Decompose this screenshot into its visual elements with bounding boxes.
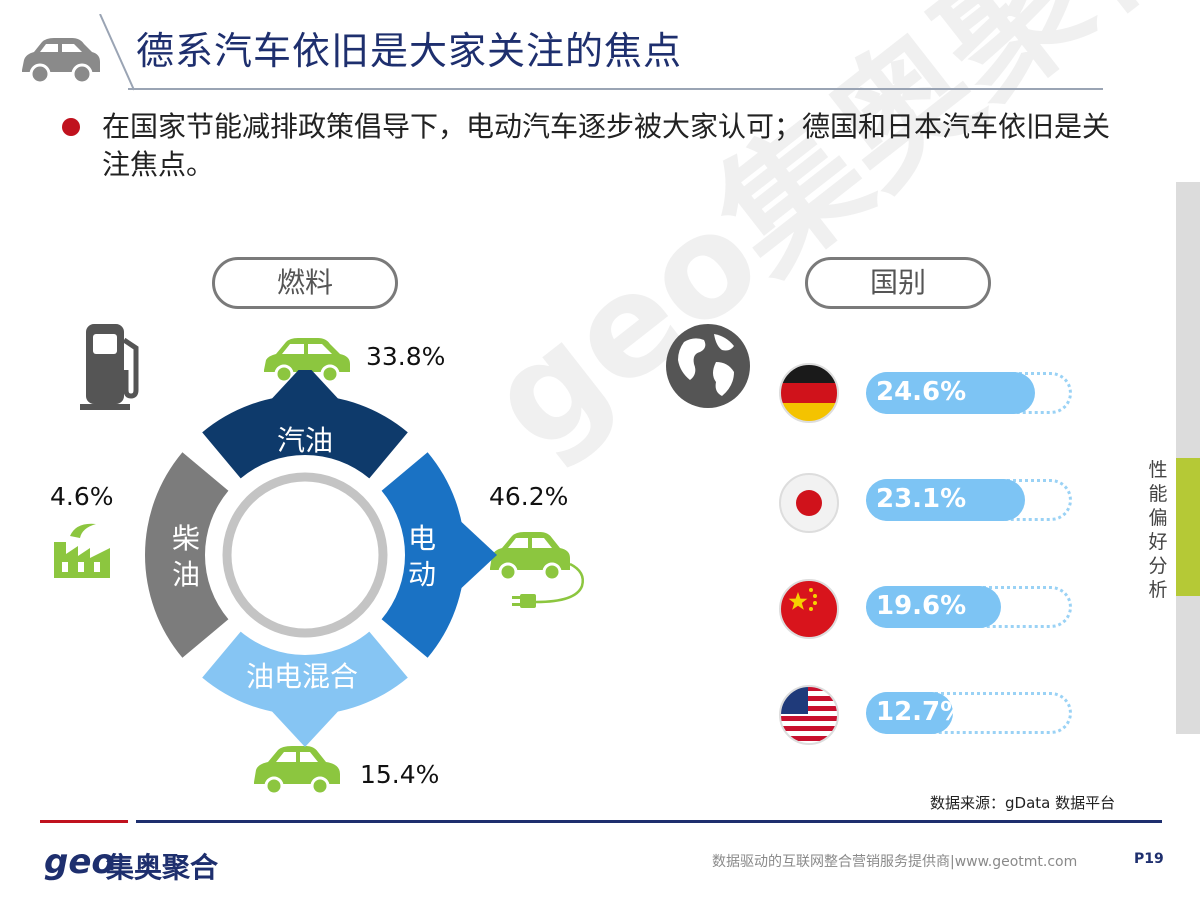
page-title: 德系汽车依旧是大家关注的焦点 xyxy=(136,29,683,73)
bar-value-label-china: 19.6% xyxy=(876,591,967,621)
segment-label-diesel-char1: 柴 xyxy=(172,522,200,555)
side-tab-label: 性能偏好分析 xyxy=(1148,459,1168,601)
bar-germany xyxy=(866,372,1035,414)
bar-value-label-germany: 24.6% xyxy=(876,377,967,407)
footer-rule xyxy=(136,820,1162,823)
japan-flag-icon xyxy=(779,473,839,533)
car-icon xyxy=(254,746,340,796)
bar-usa xyxy=(866,692,953,734)
segment-label-diesel: 柴 油 xyxy=(172,522,200,591)
footer-logo: geo xyxy=(44,842,115,882)
header-rule xyxy=(128,88,1103,90)
factory-icon xyxy=(54,523,110,578)
value-label-electric: 46.2% xyxy=(489,482,569,511)
car-icon xyxy=(264,338,350,384)
donut-segment-petrol xyxy=(202,395,408,479)
segment-label-hybrid: 油电混合 xyxy=(246,660,358,693)
side-tab-accent xyxy=(1176,458,1200,596)
donut-segment-electric-arrow xyxy=(456,517,497,593)
electric-car-icon xyxy=(490,532,584,608)
fuel-donut-chart: 汽油 油电混合 电 动 柴 油 xyxy=(145,370,497,747)
donut-segment-petrol-arrow xyxy=(267,370,343,404)
footer-logo-text: 集奥聚合 xyxy=(106,851,219,884)
china-flag-icon xyxy=(779,579,839,639)
segment-label-electric-char1: 电 xyxy=(408,522,436,555)
bar-china xyxy=(866,586,1001,628)
donut-inner-ring xyxy=(222,472,388,638)
bar-value-label-japan: 23.1% xyxy=(876,484,967,514)
bullet-text: 在国家节能减排政策倡导下，电动汽车逐步被大家认可；德国和日本汽车依旧是关注焦点。 xyxy=(102,110,1111,181)
value-label-hybrid: 15.4% xyxy=(360,760,440,789)
usa-flag-icon xyxy=(779,685,839,745)
footer-tagline: 数据驱动的互联网整合营销服务提供商|www.geotmt.com xyxy=(712,854,1078,870)
value-label-petrol: 33.8% xyxy=(366,342,446,371)
donut-segment-hybrid-arrow xyxy=(267,706,343,747)
car-icon xyxy=(22,38,100,85)
segment-label-electric-char2: 动 xyxy=(408,558,436,591)
header-divider xyxy=(99,14,135,91)
segment-label-diesel-char2: 油 xyxy=(172,558,200,591)
bar-value-label-usa: 12.7% xyxy=(876,697,967,727)
donut-segment-electric xyxy=(381,452,465,658)
germany-flag-icon xyxy=(779,363,839,423)
country-section-label: 国别 xyxy=(805,257,991,309)
footer-rule-accent xyxy=(40,820,128,823)
bullet-dot xyxy=(62,118,80,136)
fuel-section-label: 燃料 xyxy=(212,257,398,309)
fuel-pump-icon xyxy=(80,324,139,410)
bar-japan xyxy=(866,479,1025,521)
segment-label-petrol: 汽油 xyxy=(277,424,333,457)
segment-label-electric: 电 动 xyxy=(408,522,436,591)
donut-segment-hybrid xyxy=(202,631,408,715)
donut-segment-diesel xyxy=(145,452,229,658)
source-note: 数据来源：gData 数据平台 xyxy=(930,794,1116,812)
page-number: P19 xyxy=(1134,851,1164,867)
globe-icon xyxy=(666,324,750,408)
value-label-diesel: 4.6% xyxy=(50,482,114,511)
